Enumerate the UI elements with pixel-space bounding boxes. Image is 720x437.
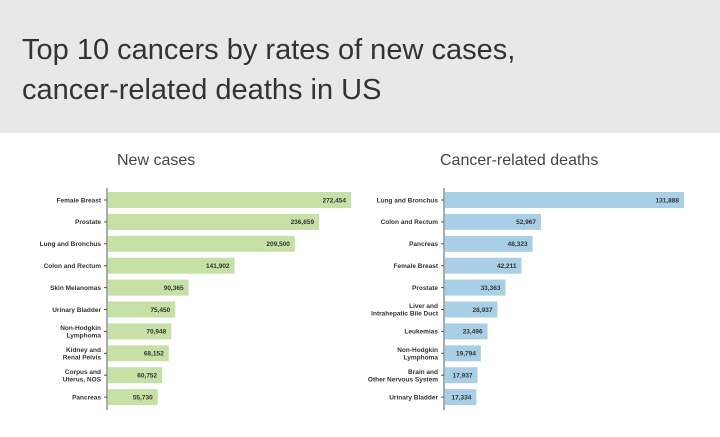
data-label: 272,454 <box>323 197 347 204</box>
page-title: Top 10 cancers by rates of new cases, ca… <box>22 30 515 110</box>
bar <box>445 301 498 318</box>
category-label: Pancreas <box>409 241 438 248</box>
category-label: Colon and Rectum <box>381 219 439 226</box>
bar <box>445 213 541 230</box>
bar <box>108 257 235 274</box>
category-label: Other Nervous System <box>368 376 438 383</box>
data-label: 28,937 <box>473 307 493 314</box>
data-label: 131,888 <box>656 197 680 204</box>
category-label: Urinary Bladder <box>52 307 101 314</box>
data-label: 55,730 <box>133 394 153 401</box>
category-label: Intrahepatic Bile Duct <box>371 311 439 318</box>
category-label: Uterus, NOS <box>63 376 102 383</box>
bar <box>108 345 169 362</box>
category-label: Lung and Bronchus <box>377 197 439 204</box>
data-label: 68,152 <box>144 351 164 358</box>
category-label: Non-Hodgkin <box>397 347 438 354</box>
category-label: Lymphoma <box>404 354 439 361</box>
bar <box>108 389 158 406</box>
bar <box>108 301 176 318</box>
bar <box>445 389 477 406</box>
data-label: 60,752 <box>137 373 157 380</box>
category-label: Renal Pelvis <box>63 354 102 361</box>
category-label: Prostate <box>75 219 101 226</box>
data-label: 141,902 <box>206 263 230 270</box>
bar <box>445 345 481 362</box>
data-label: 70,948 <box>146 329 166 336</box>
data-label: 23,496 <box>463 329 483 336</box>
category-label: Lymphoma <box>67 332 102 339</box>
category-label: Corpus and <box>65 369 101 376</box>
data-label: 17,334 <box>452 394 472 401</box>
category-label: Non-Hodgkin <box>60 325 101 332</box>
category-label: Liver and <box>409 303 438 310</box>
data-label: 236,659 <box>291 219 315 226</box>
deaths-title: Cancer-related deaths <box>440 152 599 169</box>
category-label: Lung and Bronchus <box>40 241 102 248</box>
header-band: Top 10 cancers by rates of new cases, ca… <box>0 0 720 133</box>
category-label: Female Breast <box>57 197 102 204</box>
data-label: 17,937 <box>453 373 473 380</box>
category-label: Leukemias <box>404 329 438 336</box>
title-line-1: Top 10 cancers by rates of new cases, <box>22 34 516 66</box>
data-label: 90,365 <box>164 285 184 292</box>
category-label: Pancreas <box>72 394 101 401</box>
category-label: Female Breast <box>394 263 439 270</box>
category-label: Skin Melanomas <box>50 285 101 292</box>
data-label: 52,967 <box>516 219 536 226</box>
category-label: Kidney and <box>66 347 101 354</box>
bar <box>445 192 684 208</box>
new-cases-title: New cases <box>117 152 196 169</box>
bar <box>108 213 320 230</box>
title-line-2: cancer-related deaths in US <box>22 74 382 106</box>
category-label: Urinary Bladder <box>389 394 438 401</box>
bar <box>108 235 295 252</box>
bar <box>445 279 506 296</box>
bar <box>108 323 172 340</box>
data-label: 75,450 <box>150 307 170 314</box>
bar <box>108 367 163 384</box>
data-label: 33,363 <box>481 285 501 292</box>
bar <box>445 257 522 274</box>
category-label: Colon and Rectum <box>44 263 102 270</box>
bar <box>108 279 189 296</box>
bar <box>445 235 533 252</box>
data-label: 48,323 <box>508 241 528 248</box>
data-label: 19,794 <box>456 351 476 358</box>
category-label: Prostate <box>412 285 438 292</box>
bar <box>445 367 478 384</box>
category-label: Brain and <box>408 369 438 376</box>
bar <box>445 323 488 340</box>
data-label: 42,211 <box>497 263 517 270</box>
data-label: 209,500 <box>266 241 290 248</box>
bar <box>108 192 351 208</box>
